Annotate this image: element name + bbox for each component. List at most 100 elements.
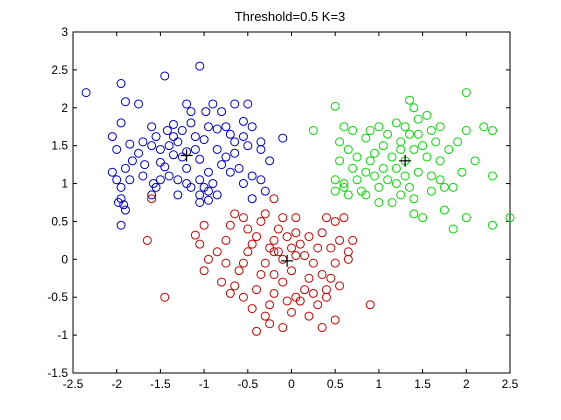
y-tick-label: 1.5: [51, 139, 68, 153]
scatter-point: [199, 266, 209, 276]
scatter-point: [409, 194, 419, 204]
scatter-point: [287, 243, 296, 253]
scatter-point: [343, 144, 353, 154]
scatter-point: [326, 243, 336, 253]
scatter-point: [374, 198, 384, 207]
scatter-point: [148, 179, 158, 189]
scatter-point: [457, 167, 467, 177]
scatter-point: [164, 141, 174, 151]
scatter-point: [269, 247, 279, 257]
scatter-point: [212, 247, 222, 257]
scatter-point: [195, 154, 205, 164]
scatter-point: [304, 232, 314, 242]
y-tick-label: -1: [57, 328, 68, 342]
scatter-point: [335, 137, 345, 147]
scatter-point: [321, 292, 331, 302]
plot-area: [72, 31, 511, 374]
scatter-point: [278, 133, 288, 143]
scatter-point: [409, 103, 419, 113]
scatter-point: [195, 175, 205, 185]
scatter-point: [343, 254, 353, 264]
scatter-point: [221, 258, 231, 268]
scatter-point: [413, 167, 423, 177]
scatter-point: [134, 148, 144, 158]
scatter-point: [378, 163, 388, 173]
scatter-point: [134, 99, 144, 109]
scatter-point: [186, 182, 196, 192]
scatter-point: [147, 194, 157, 204]
scatter-point: [203, 195, 213, 205]
y-tick-label: 0: [61, 252, 68, 266]
scatter-point: [238, 132, 248, 142]
scatter-point: [190, 132, 200, 142]
x-tick-label: 1: [376, 377, 383, 391]
scatter-point: [173, 175, 183, 185]
scatter-point: [400, 171, 410, 181]
scatter-point: [256, 175, 266, 185]
x-tick-label: -0.5: [237, 377, 258, 391]
scatter-point: [81, 88, 91, 98]
scatter-point: [304, 273, 314, 283]
scatter-point: [120, 205, 130, 215]
scatter-point: [256, 216, 266, 226]
data-points: [81, 61, 515, 336]
scatter-point: [295, 239, 305, 249]
scatter-point: [439, 182, 449, 192]
scatter-point: [230, 281, 240, 291]
scatter-point: [225, 167, 235, 177]
scatter-point: [365, 300, 375, 310]
scatter-point: [169, 150, 179, 160]
scatter-point: [269, 235, 279, 245]
scatter-point: [365, 156, 375, 166]
scatter-point: [287, 266, 296, 276]
scatter-point: [160, 162, 170, 172]
scatter-point: [431, 137, 441, 147]
scatter-point: [247, 171, 257, 181]
scatter-point: [238, 213, 248, 223]
scatter-point: [426, 171, 436, 181]
scatter-point: [335, 235, 345, 245]
scatter-point: [453, 137, 463, 147]
centroid-markers: [180, 149, 412, 267]
scatter-point: [435, 175, 445, 185]
scatter-point: [313, 300, 323, 310]
scatter-point: [190, 230, 200, 240]
scatter-point: [435, 156, 445, 166]
centroid-marker: [180, 149, 193, 162]
scatter-point: [352, 175, 362, 185]
scatter-point: [300, 285, 310, 295]
scatter-point: [418, 213, 428, 223]
scatter-point: [282, 296, 292, 306]
scatter-point: [256, 269, 266, 279]
scatter-point: [177, 126, 187, 136]
scatter-point: [439, 205, 449, 215]
scatter-point: [370, 171, 380, 181]
scatter-point: [247, 194, 257, 204]
centroid-marker: [399, 154, 412, 167]
y-tick-label: -0.5: [47, 290, 68, 304]
scatter-point: [383, 175, 393, 185]
scatter-point: [247, 122, 257, 132]
scatter-point: [413, 129, 423, 139]
scatter-point: [186, 118, 196, 128]
scatter-point: [252, 285, 262, 295]
scatter-point: [330, 315, 340, 325]
y-axis: -1.5 -1 -0.5 0 0.5 1 1.5 2 2.5 3: [47, 25, 510, 380]
centroid-marker: [281, 254, 294, 267]
scatter-point: [339, 213, 349, 223]
scatter-point: [116, 118, 126, 128]
scatter-point: [238, 258, 248, 268]
scatter-point: [374, 122, 384, 132]
scatter-point: [422, 152, 432, 162]
x-tick-label: 2.5: [502, 377, 519, 391]
x-tick-label: 2: [463, 377, 470, 391]
scatter-point: [138, 137, 148, 147]
scatter-point: [120, 163, 130, 173]
scatter-point: [238, 179, 248, 189]
scatter-point: [348, 235, 358, 245]
scatter-point: [208, 179, 218, 189]
scatter-point: [182, 163, 192, 173]
scatter-point: [252, 326, 262, 336]
y-tick-label: 2.5: [51, 63, 68, 77]
scatter-point: [195, 61, 205, 71]
